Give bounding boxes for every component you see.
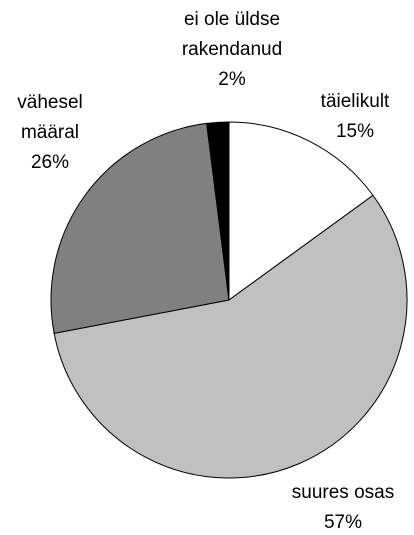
- pie-slice: [53, 194, 408, 479]
- category-name: täielikult: [320, 91, 390, 112]
- slice-label: täielikult 15%: [300, 87, 410, 147]
- category-name: vähesel määral: [17, 92, 83, 143]
- value-label: 26%: [30, 152, 70, 173]
- category-name: ei ole üldse rakendanud: [181, 9, 283, 60]
- value-label: 15%: [335, 121, 375, 142]
- value-label: 57%: [323, 512, 363, 533]
- pie-slice: [228, 121, 374, 301]
- category-name: suures osas: [291, 482, 395, 503]
- pie-slice: [206, 121, 230, 301]
- slice-label: ei ole üldse rakendanud 2%: [150, 5, 314, 95]
- value-label: 2%: [218, 69, 246, 90]
- slice-label: suures osas 57%: [250, 478, 414, 535]
- pie-slice: [50, 122, 230, 334]
- slice-label: vähesel määral 26%: [0, 88, 100, 178]
